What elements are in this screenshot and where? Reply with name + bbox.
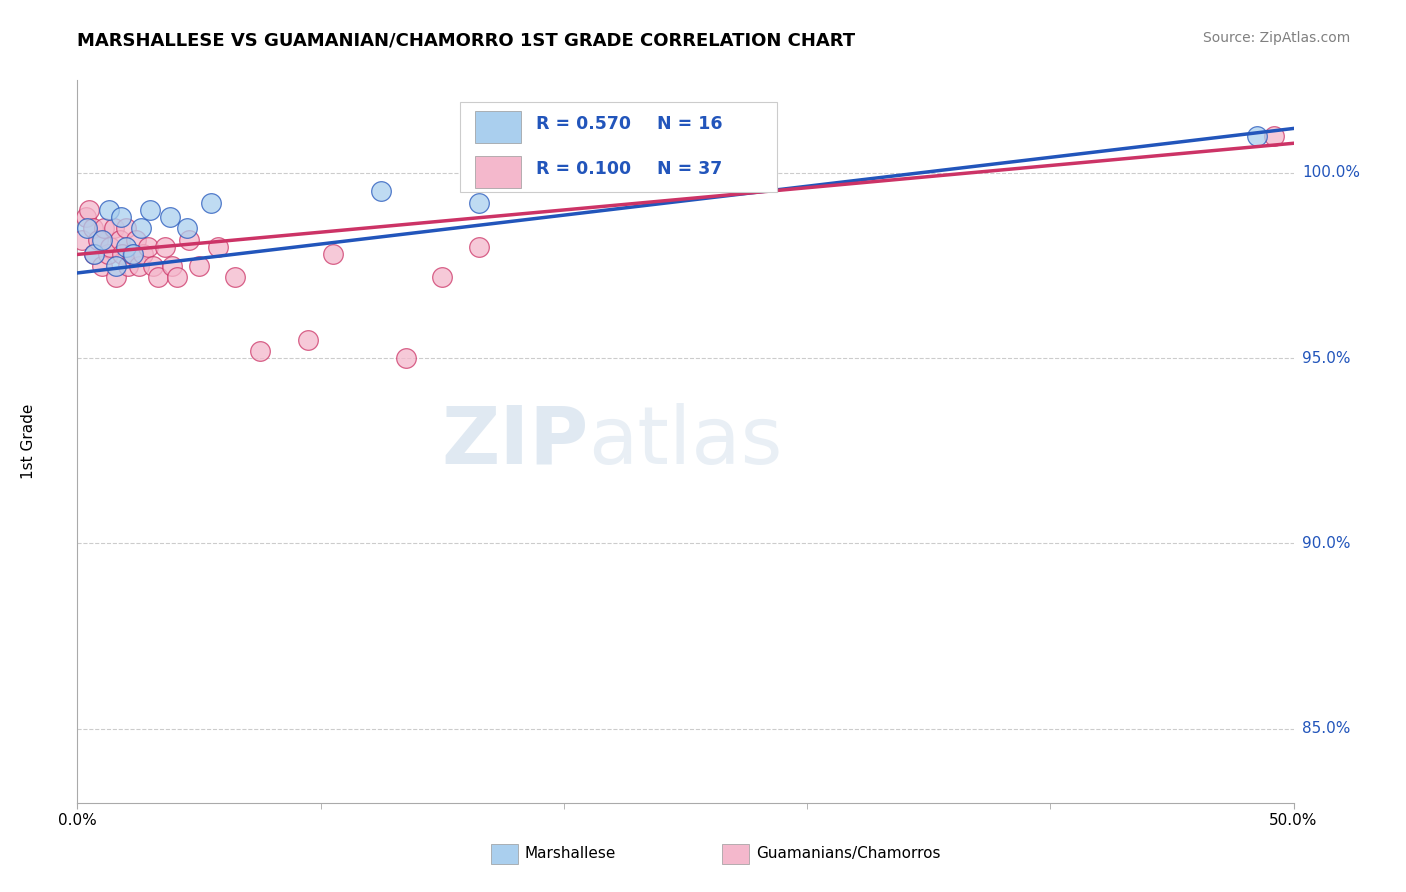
FancyBboxPatch shape bbox=[460, 102, 776, 193]
Point bbox=[125, 233, 148, 247]
Text: 85.0%: 85.0% bbox=[1302, 722, 1350, 736]
Point bbox=[370, 185, 392, 199]
Point bbox=[430, 269, 453, 284]
Point bbox=[83, 247, 105, 261]
Point bbox=[1246, 128, 1268, 143]
Text: Source: ZipAtlas.com: Source: ZipAtlas.com bbox=[1202, 31, 1350, 45]
Text: ZIP: ZIP bbox=[441, 402, 588, 481]
Text: R = 0.570: R = 0.570 bbox=[536, 115, 631, 133]
Bar bbox=[475, 156, 522, 188]
Point bbox=[207, 240, 229, 254]
Point bbox=[121, 247, 143, 261]
Text: 90.0%: 90.0% bbox=[1302, 536, 1350, 551]
Text: 100.0%: 100.0% bbox=[1302, 165, 1360, 180]
Point bbox=[75, 211, 97, 225]
Text: R = 0.100: R = 0.100 bbox=[536, 160, 631, 178]
Bar bbox=[721, 844, 748, 864]
Text: atlas: atlas bbox=[588, 402, 783, 481]
Point bbox=[467, 195, 489, 210]
Point bbox=[105, 269, 128, 284]
Point bbox=[115, 240, 138, 254]
Point bbox=[179, 233, 201, 247]
Point bbox=[322, 247, 344, 261]
Point bbox=[111, 247, 134, 261]
Point bbox=[297, 333, 319, 347]
Point bbox=[1263, 128, 1285, 143]
Point bbox=[188, 259, 211, 273]
Point bbox=[76, 221, 98, 235]
Point bbox=[97, 202, 120, 217]
Text: MARSHALLESE VS GUAMANIAN/CHAMORRO 1ST GRADE CORRELATION CHART: MARSHALLESE VS GUAMANIAN/CHAMORRO 1ST GR… bbox=[77, 31, 855, 49]
Point bbox=[122, 247, 145, 261]
Point bbox=[82, 221, 104, 235]
Bar bbox=[491, 844, 517, 864]
Point bbox=[136, 240, 159, 254]
Point bbox=[93, 221, 115, 235]
Point bbox=[129, 221, 152, 235]
Text: 95.0%: 95.0% bbox=[1302, 351, 1350, 366]
Point bbox=[395, 351, 418, 366]
Point bbox=[160, 259, 183, 273]
Point bbox=[153, 240, 176, 254]
Point bbox=[98, 240, 121, 254]
Point bbox=[132, 247, 155, 261]
Text: Marshallese: Marshallese bbox=[524, 846, 616, 861]
Point bbox=[117, 259, 139, 273]
Text: N = 37: N = 37 bbox=[658, 160, 723, 178]
Point bbox=[467, 240, 489, 254]
Point bbox=[90, 233, 112, 247]
Point bbox=[166, 269, 188, 284]
Point bbox=[83, 247, 105, 261]
Point bbox=[90, 259, 112, 273]
Point bbox=[115, 221, 138, 235]
Point bbox=[249, 343, 271, 358]
Point bbox=[142, 259, 165, 273]
Point bbox=[159, 211, 181, 225]
Point bbox=[87, 233, 110, 247]
Text: Guamanians/Chamorros: Guamanians/Chamorros bbox=[756, 846, 941, 861]
Point bbox=[110, 211, 132, 225]
Point bbox=[103, 221, 125, 235]
Point bbox=[105, 259, 128, 273]
Point bbox=[70, 233, 93, 247]
Point bbox=[108, 233, 131, 247]
Text: 1st Grade: 1st Grade bbox=[21, 404, 37, 479]
Bar bbox=[475, 111, 522, 143]
Point bbox=[176, 221, 198, 235]
Point bbox=[200, 195, 222, 210]
Point bbox=[128, 259, 150, 273]
Text: N = 16: N = 16 bbox=[658, 115, 723, 133]
Point bbox=[139, 202, 162, 217]
Point bbox=[224, 269, 246, 284]
Point bbox=[146, 269, 169, 284]
Point bbox=[97, 247, 120, 261]
Point bbox=[79, 202, 101, 217]
